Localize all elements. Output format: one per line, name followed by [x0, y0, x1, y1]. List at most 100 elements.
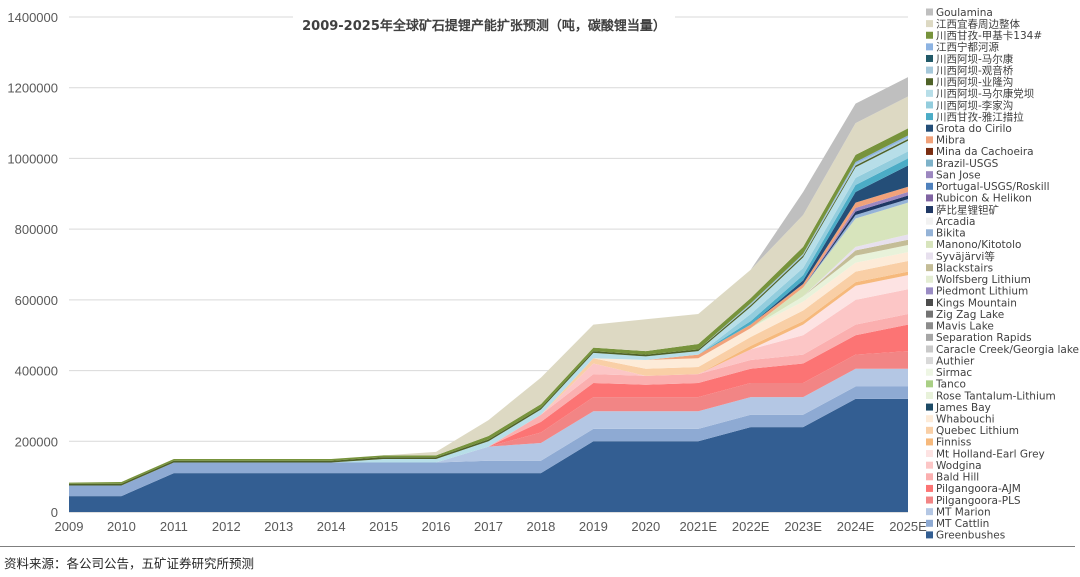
legend-swatch: [926, 531, 933, 539]
legend-swatch: [926, 217, 933, 225]
legend-swatch: [926, 206, 933, 214]
legend-label: Rubicon & Helikon: [936, 193, 1032, 205]
legend-swatch: [926, 496, 933, 504]
chart-title-background: [293, 13, 675, 37]
legend-swatch: [926, 275, 933, 283]
legend-swatch: [926, 159, 933, 167]
legend-swatch: [926, 89, 933, 97]
y-tick-label: 200000: [15, 434, 58, 449]
y-tick-label: 1000000: [7, 151, 58, 166]
legend-swatch: [926, 287, 933, 295]
y-tick-label: 600000: [15, 293, 58, 308]
x-axis-ticks: 2009 2010 2011 2012 2013 2014 2015 2016 2017 2018…: [55, 519, 928, 534]
legend-label: Finniss: [936, 437, 971, 449]
legend-label: Quebec Lithium: [936, 425, 1019, 437]
x-tick-label: 2010: [107, 519, 136, 534]
chart-title: 2009-2025年全球矿石提锂产能扩张预测（吨，碳酸锂当量）: [302, 18, 666, 34]
legend-label: Sirmac: [936, 367, 972, 379]
legend-swatch: [926, 20, 933, 28]
gridlines: [69, 16, 908, 513]
y-tick-label: 1400000: [7, 10, 58, 25]
legend-swatch: [926, 66, 933, 74]
x-tick-label: 2012: [212, 519, 241, 534]
legend-label: Pilgangoora-PLS: [936, 495, 1021, 507]
legend-label: Mt Holland-Earl Grey: [936, 448, 1045, 460]
legend-label: Caracle Creek/Georgia lake: [936, 344, 1079, 356]
legend-swatch: [926, 380, 933, 388]
legend-label: James Bay: [935, 402, 991, 414]
legend-label: Portugal-USGS/Roskill: [936, 181, 1050, 193]
legend-label: 江西宜春周边整体: [936, 17, 1020, 30]
legend-label: MT Marion: [936, 506, 991, 518]
source-note: 资料来源：各公司公告，五矿证券研究所预测: [4, 556, 255, 571]
x-tick-label: 2015: [369, 519, 398, 534]
legend-label: Authier: [936, 355, 975, 367]
legend-label: 川西阿坝-业隆沟: [936, 76, 1013, 89]
legend-label: 川西阿坝-马尔康党坝: [936, 87, 1034, 100]
x-tick-label: 2013: [264, 519, 293, 534]
legend-swatch: [926, 322, 933, 330]
x-tick-label: 2018: [526, 519, 555, 534]
legend-swatch: [926, 519, 933, 527]
x-tick-label: 2024E: [837, 519, 875, 534]
legend-swatch: [926, 299, 933, 306]
legend-swatch: [926, 345, 933, 353]
legend-label: Goulamina: [936, 7, 993, 19]
x-tick-label: 2021E: [679, 519, 717, 534]
legend-swatch: [926, 147, 933, 155]
legend-swatch: [926, 357, 933, 365]
y-tick-label: 400000: [15, 364, 58, 379]
legend-swatch: [926, 101, 933, 109]
legend-label: Mavis Lake: [936, 321, 994, 333]
legend-label: 川西阿坝-马尔康: [936, 52, 1014, 65]
legend-label: Mina da Cachoeira: [936, 146, 1034, 158]
legend-swatch: [926, 368, 933, 376]
legend-swatch: [926, 473, 933, 481]
legend-label: Tanco: [935, 379, 966, 391]
x-tick-label: 2022E: [732, 519, 770, 534]
legend-swatch: [926, 171, 933, 179]
legend-label: 川西甘孜-雅江措拉: [936, 110, 1024, 123]
area-series: [69, 96, 908, 483]
legend-swatch: [926, 252, 933, 260]
legend-swatch: [926, 194, 933, 202]
legend-label: Separation Rapids: [936, 332, 1032, 344]
legend: Goulamina江西宜春周边整体川西甘孜-甲基卡134#江西宁都河源川西阿坝-…: [926, 7, 1079, 542]
legend-swatch: [926, 310, 933, 318]
legend-label: 江西宁都河源: [936, 41, 999, 54]
legend-swatch: [926, 78, 933, 86]
legend-label: Wodgina: [936, 460, 982, 472]
legend-swatch: [926, 391, 933, 399]
legend-swatch: [926, 264, 933, 272]
legend-swatch: [926, 484, 933, 492]
area-series-group: [69, 77, 908, 512]
x-tick-label: 2020: [631, 519, 660, 534]
legend-label: Manono/Kitotolo: [936, 239, 1021, 251]
legend-label: Brazil-USGS: [936, 158, 999, 170]
legend-label: Grota do Cirilo: [936, 123, 1012, 135]
legend-label: Bald Hill: [936, 472, 979, 484]
legend-label: 川西阿坝-李家沟: [936, 99, 1013, 112]
legend-swatch: [926, 438, 933, 446]
x-tick-label: 2023E: [784, 519, 822, 534]
legend-label: Greenbushes: [936, 530, 1005, 542]
legend-label: Wolfsberg Lithium: [936, 274, 1031, 286]
legend-swatch: [926, 415, 933, 423]
legend-swatch: [926, 31, 933, 39]
legend-label: 川西阿坝-观音桥: [936, 64, 1014, 77]
legend-label: Kings Mountain: [936, 297, 1017, 309]
legend-label: MT Cattlin: [936, 518, 989, 530]
y-tick-label: 800000: [15, 222, 58, 237]
y-axis-ticks: 0 200000 400000 600000 800000 1000000 1200000 1…: [7, 10, 58, 520]
legend-label: 萨比星锂钽矿: [936, 203, 999, 216]
x-tick-label: 2014: [317, 519, 346, 534]
x-tick-label: 2025E: [889, 519, 927, 534]
legend-swatch: [926, 54, 933, 62]
y-tick-label: 0: [51, 505, 58, 520]
legend-swatch: [926, 229, 933, 237]
legend-label: 川西甘孜-甲基卡134#: [936, 29, 1042, 42]
y-tick-label: 1200000: [7, 81, 58, 96]
legend-label: Mibra: [936, 135, 965, 147]
